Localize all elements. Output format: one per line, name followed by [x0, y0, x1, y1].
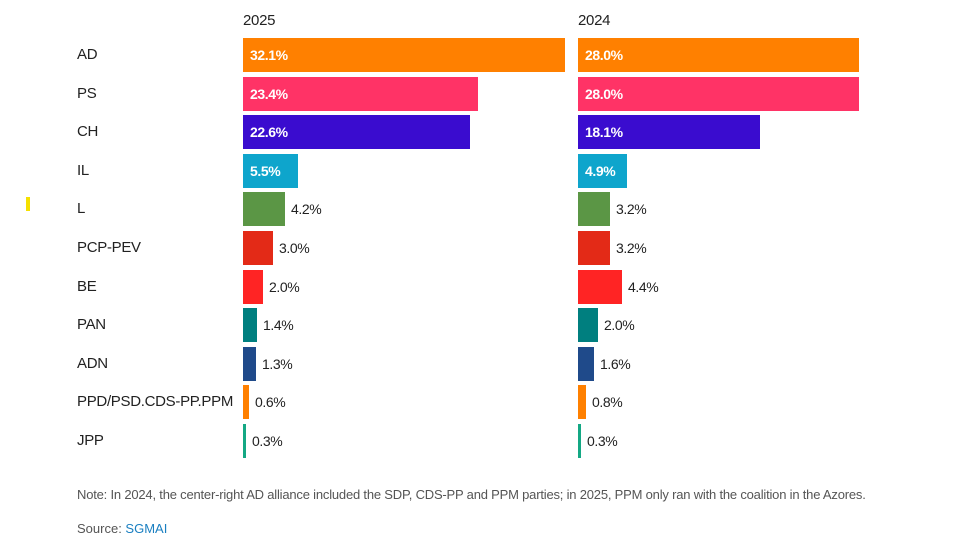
value-label: 1.4%: [263, 317, 294, 333]
bar-2025-AD: [243, 38, 565, 72]
bar-2025-ADN: [243, 347, 256, 381]
category-label: ADN: [77, 355, 108, 372]
bar-2025-PCP-PEV: [243, 231, 273, 265]
bar-2024-AD: [578, 38, 859, 72]
value-label: 32.1%: [250, 47, 288, 63]
category-label: PCP-PEV: [77, 239, 141, 256]
bar-2024-PAN: [578, 308, 598, 342]
category-label: AD: [77, 46, 98, 63]
value-label: 28.0%: [585, 86, 623, 102]
value-label: 23.4%: [250, 86, 288, 102]
marker: [26, 197, 30, 211]
bar-2025-CH: [243, 115, 470, 149]
bar-2025-JPP: [243, 424, 246, 458]
category-label: L: [77, 200, 86, 217]
bar-2025-IL: [243, 154, 298, 188]
bar-2024-CH: [578, 115, 760, 149]
category-label: PS: [77, 85, 97, 102]
category-label: CH: [77, 123, 99, 140]
value-label: 4.4%: [628, 279, 659, 295]
value-label: 3.2%: [616, 240, 647, 256]
bar-2025-L: [243, 192, 285, 226]
column-title-2024: 2024: [578, 12, 611, 29]
category-label: PPD/PSD.CDS-PP.PPM: [77, 393, 234, 410]
value-label: 22.6%: [250, 124, 288, 140]
category-label: BE: [77, 278, 97, 295]
bar-2024-BE: [578, 270, 622, 304]
category-label: JPP: [77, 432, 104, 449]
value-label: 0.6%: [255, 394, 286, 410]
category-label: PAN: [77, 316, 106, 333]
bar-2025-BE: [243, 270, 263, 304]
value-label: 28.0%: [585, 47, 623, 63]
bar-2025-PPD/PSD.CDS-PP.PPM: [243, 385, 249, 419]
value-label: 2.0%: [269, 279, 300, 295]
value-label: 0.3%: [587, 433, 618, 449]
source-line: Source: SGMAI: [77, 520, 167, 537]
bar-2024-IL: [578, 154, 627, 188]
value-label: 4.9%: [585, 163, 616, 179]
value-label: 1.3%: [262, 356, 293, 372]
value-label: 3.2%: [616, 201, 647, 217]
bar-2025-PS: [243, 77, 478, 111]
bar-2024-L: [578, 192, 610, 226]
chart-note: Note: In 2024, the center-right AD allia…: [77, 487, 866, 502]
value-label: 0.3%: [252, 433, 283, 449]
value-label: 18.1%: [585, 124, 623, 140]
category-label: IL: [77, 162, 89, 179]
value-label: 1.6%: [600, 356, 631, 372]
bar-2024-ADN: [578, 347, 594, 381]
value-label: 3.0%: [279, 240, 310, 256]
value-label: 2.0%: [604, 317, 635, 333]
value-label: 4.2%: [291, 201, 322, 217]
value-label: 0.8%: [592, 394, 623, 410]
bar-2024-JPP: [578, 424, 581, 458]
bar-2024-PPD/PSD.CDS-PP.PPM: [578, 385, 586, 419]
column-title-2025: 2025: [243, 12, 276, 29]
bar-2024-PS: [578, 77, 859, 111]
bar-2024-PCP-PEV: [578, 231, 610, 265]
bar-2025-PAN: [243, 308, 257, 342]
value-label: 5.5%: [250, 163, 281, 179]
source-prefix: Source:: [77, 521, 126, 536]
source-link[interactable]: SGMAI: [125, 521, 168, 536]
